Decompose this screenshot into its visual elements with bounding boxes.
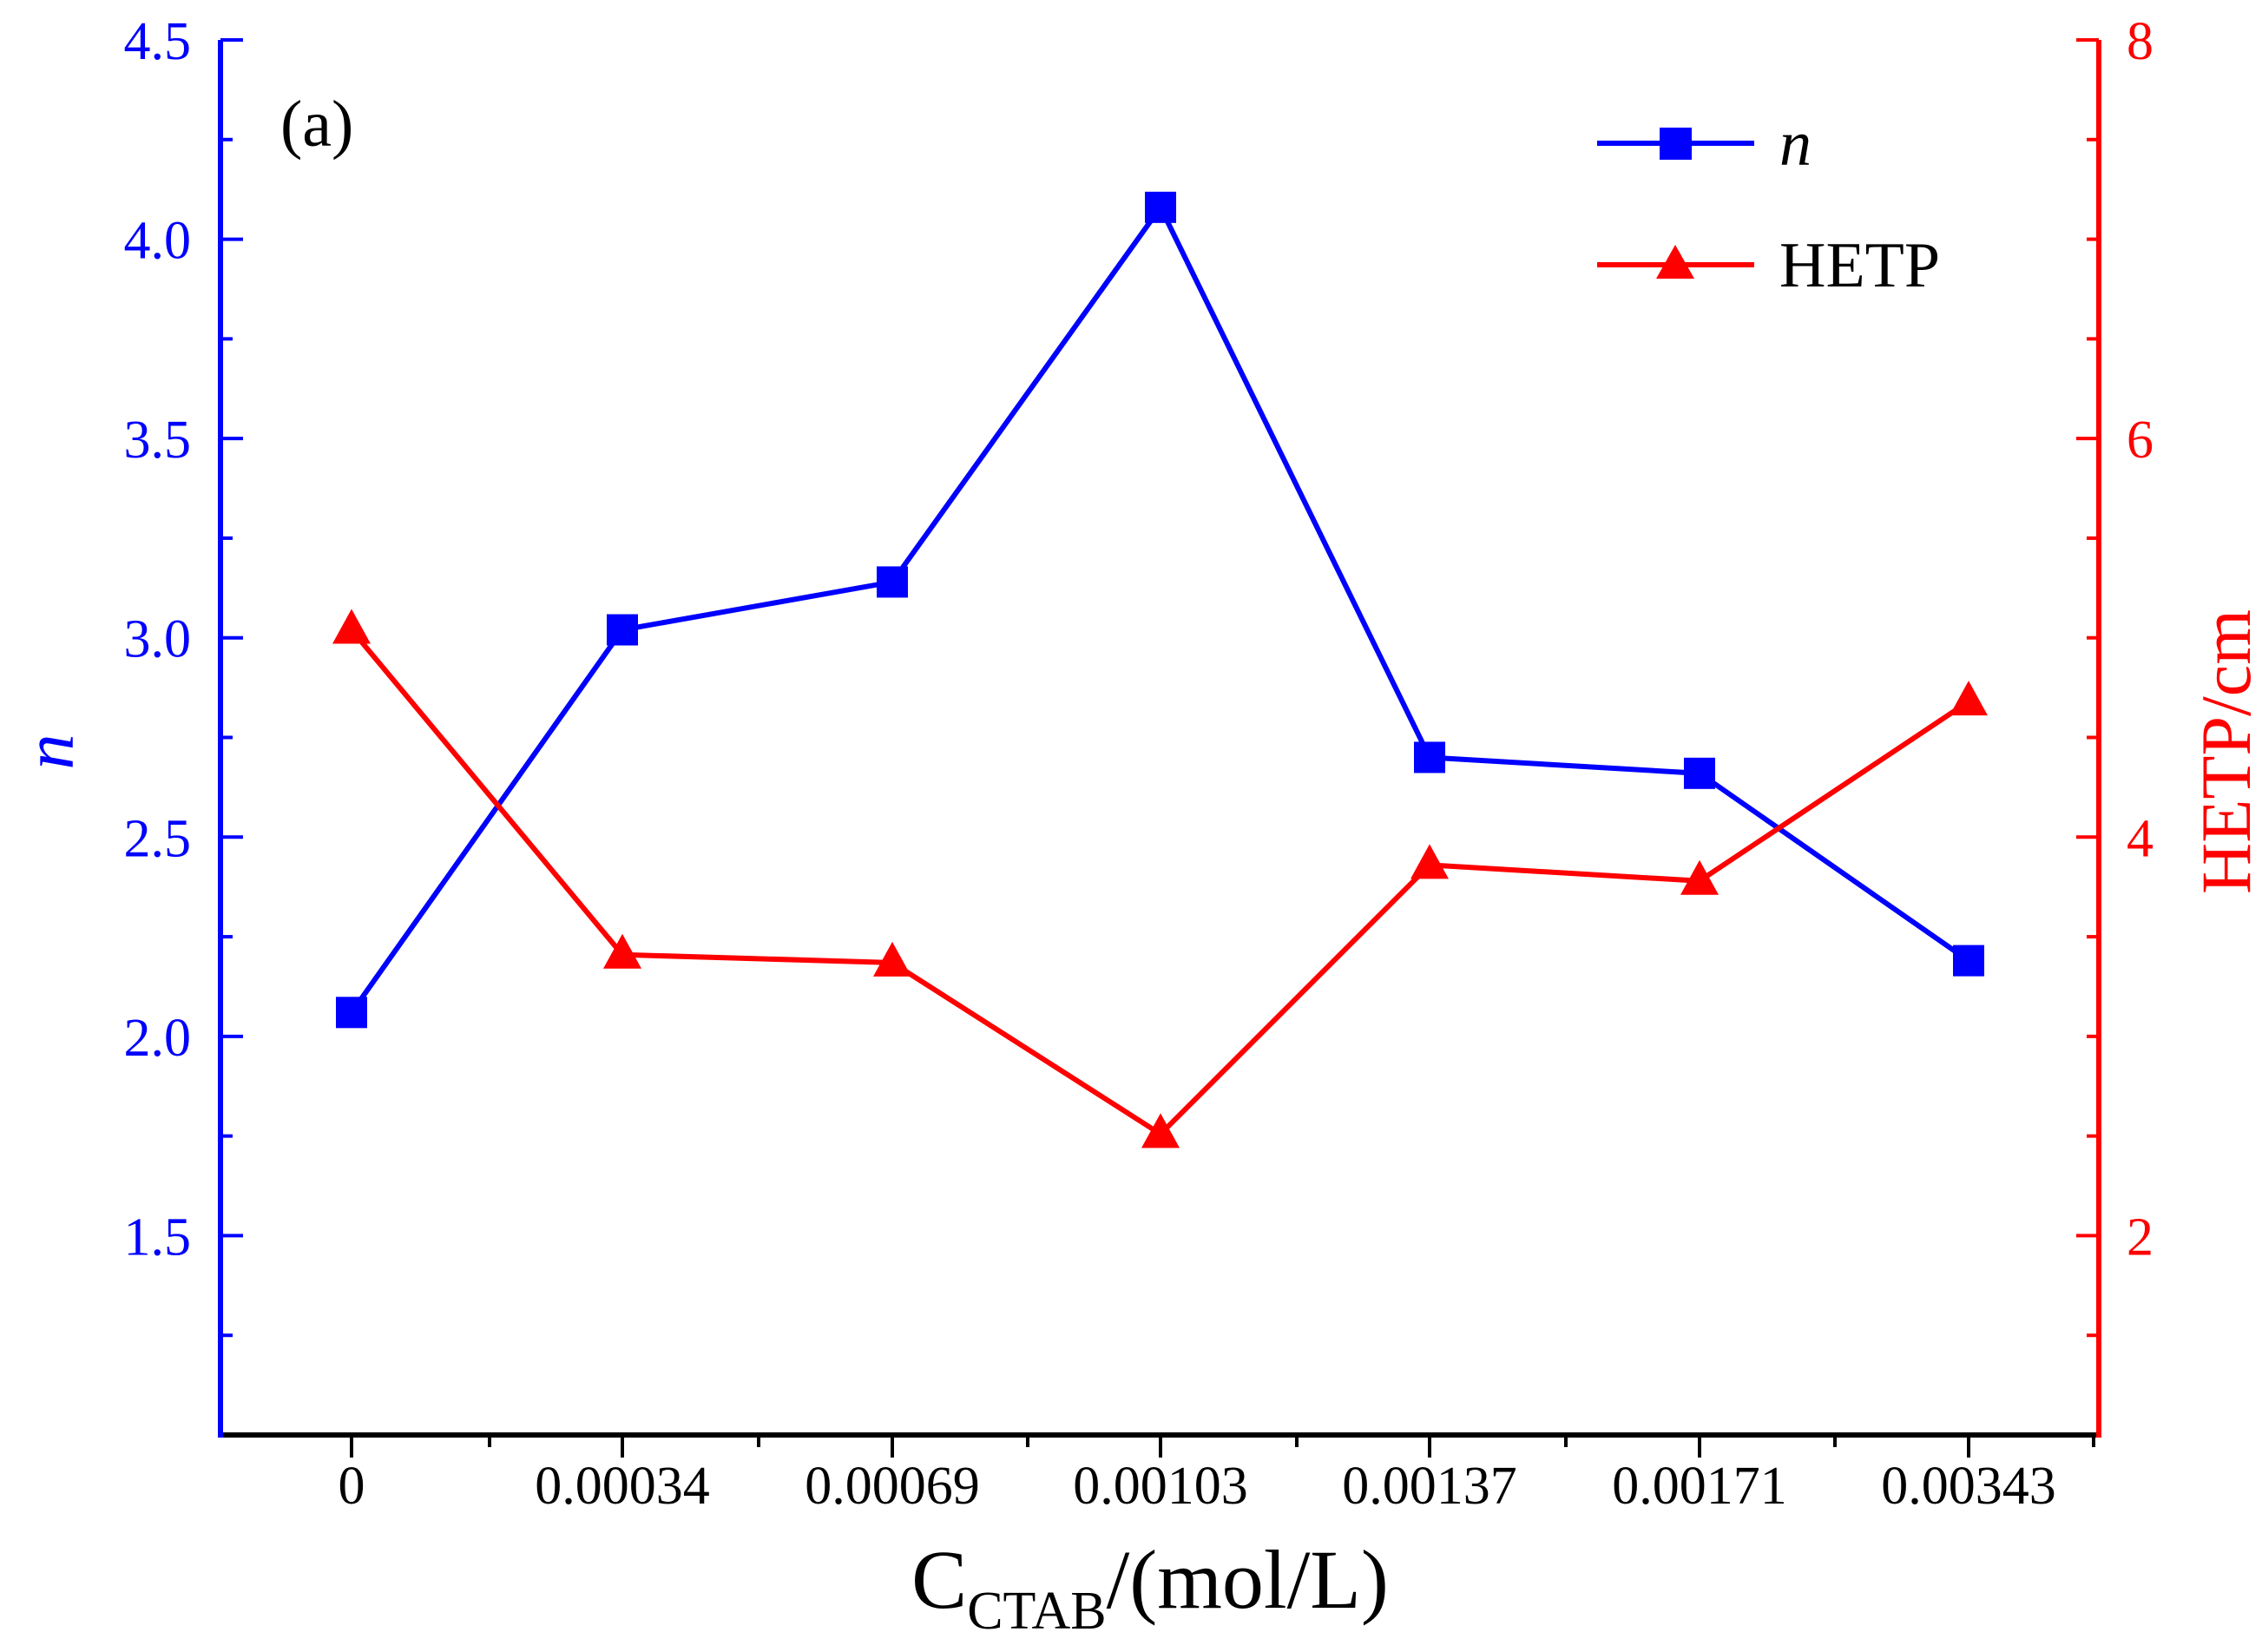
legend: n HETP	[1597, 109, 1940, 301]
legend-n-label: n	[1779, 109, 1812, 180]
data-point-n	[607, 614, 638, 646]
data-point-n	[877, 566, 908, 598]
legend-n-marker	[1660, 128, 1692, 160]
data-point-hetp	[332, 609, 371, 644]
series-markers	[332, 191, 1988, 1149]
x-tick-label: 0.00069	[805, 1457, 980, 1516]
x-tick-label: 0.00171	[1612, 1457, 1787, 1516]
left-y-tick-label: 4.5	[124, 12, 192, 71]
x-tick-label: 0	[339, 1457, 365, 1516]
x-axis-label-sub: CTAB	[967, 1582, 1106, 1641]
x-tick-label: 0.00343	[1881, 1457, 2056, 1516]
panel-label: (a)	[280, 88, 353, 161]
data-point-n	[1953, 944, 1984, 977]
data-point-n	[1684, 757, 1715, 789]
data-point-hetp	[873, 941, 911, 977]
x-axis-label-main: C	[911, 1533, 967, 1626]
data-point-hetp	[1950, 681, 1988, 716]
left-y-tick-label: 1.5	[124, 1208, 192, 1267]
data-point-hetp	[603, 933, 641, 969]
left-y-tick-label: 3.5	[124, 411, 192, 470]
data-point-hetp	[1410, 844, 1449, 879]
x-tick-label: 0.00034	[535, 1457, 710, 1516]
series-line-n	[349, 202, 1970, 1015]
x-tick-label: 0.00103	[1073, 1457, 1248, 1516]
x-tick-label: 0.00137	[1342, 1457, 1517, 1516]
data-point-n	[1145, 191, 1176, 223]
left-y-tick-label: 2.0	[124, 1009, 192, 1068]
left-y-tick-label: 3.0	[124, 610, 192, 669]
left-y-ticks: 1.5 2.0 2.5 3.0 3.5 4.0 4.5	[124, 12, 243, 1338]
right-y-axis-label: HETP/cm	[2186, 609, 2262, 894]
series-lines	[349, 202, 1970, 1138]
right-y-tick-label: 2	[2127, 1208, 2154, 1267]
legend-hetp-marker	[1656, 245, 1694, 279]
right-y-tick-label: 4	[2127, 809, 2154, 868]
data-point-hetp	[1141, 1113, 1180, 1149]
right-y-ticks: 2 4 6 8	[2076, 12, 2154, 1338]
legend-hetp-label: HETP	[1779, 230, 1940, 301]
left-y-tick-label: 4.0	[124, 212, 192, 271]
right-y-tick-label: 8	[2127, 12, 2154, 71]
left-y-axis-label: n	[10, 734, 89, 770]
data-point-hetp	[1680, 859, 1719, 895]
data-point-n	[1414, 741, 1445, 773]
data-point-n	[336, 997, 367, 1029]
left-y-tick-label: 2.5	[124, 809, 192, 868]
series-line-hetp	[349, 628, 1970, 1138]
right-y-tick-label: 6	[2127, 411, 2154, 470]
x-axis-label: CCTAB/(mol/L)	[911, 1533, 1389, 1641]
x-ticks: 0 0.00034 0.00069 0.00103 0.00137 0.00171 0.00…	[339, 1435, 2095, 1516]
x-axis-label-rest: /(mol/L)	[1107, 1533, 1389, 1626]
